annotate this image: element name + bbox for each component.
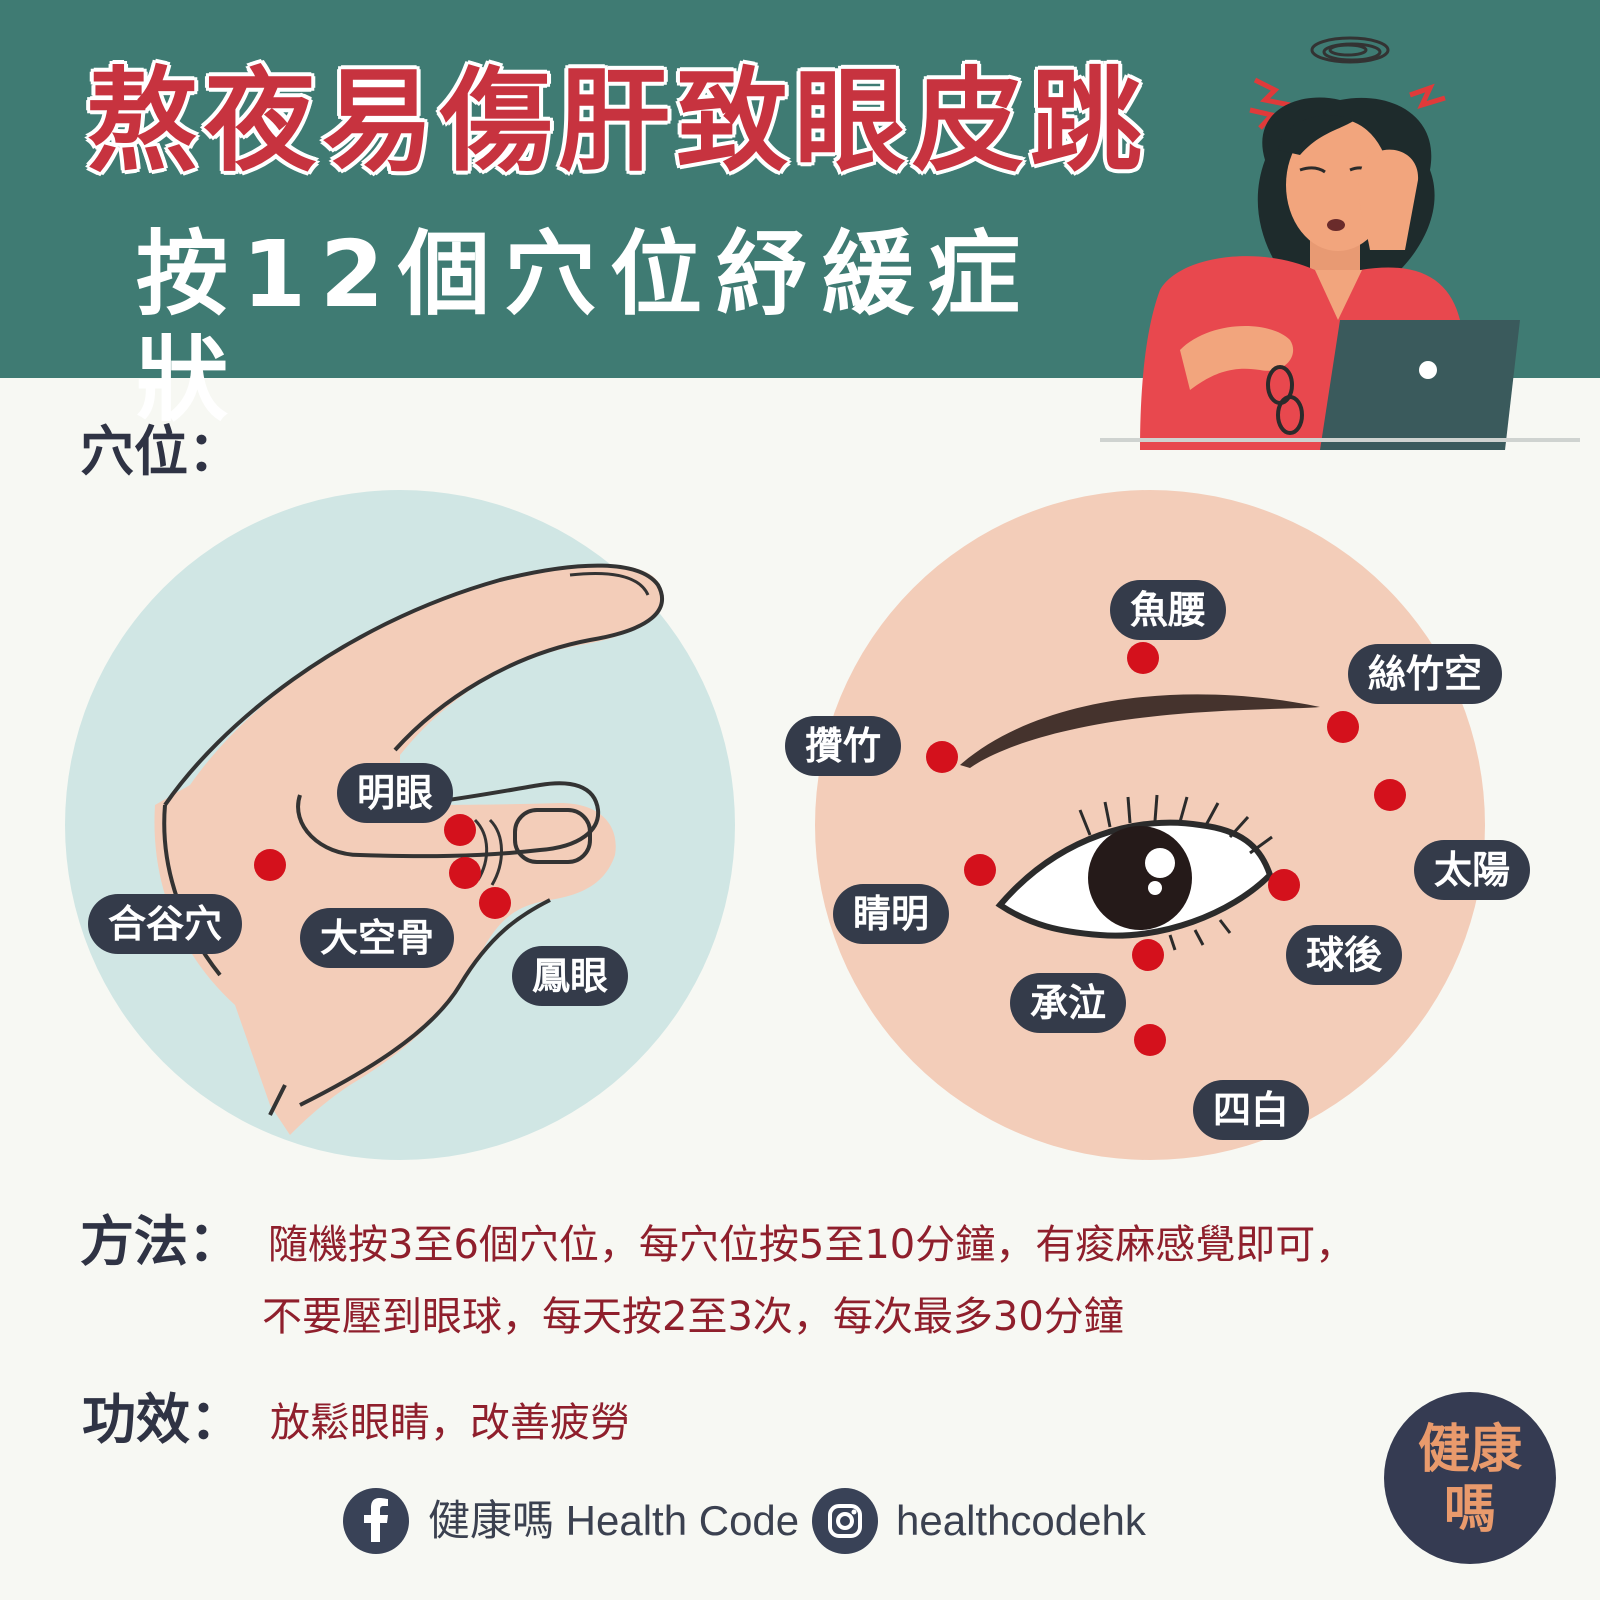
label-taiyang: 太陽 — [1414, 840, 1531, 900]
acupoint-dot-sizhukong — [1327, 711, 1359, 743]
stress-spark-icon — [1249, 77, 1446, 130]
tired-woman-illustration — [1100, 36, 1580, 450]
label-chengqi: 承泣 — [1010, 973, 1127, 1033]
acupoint-dot-taiyang — [1374, 779, 1406, 811]
page-title: 熬夜易傷肝致眼皮跳 — [86, 57, 1148, 187]
method-text-line1: 隨機按3至6個穴位，每穴位按5至10分鐘，有痠麻感覺即可， — [268, 1222, 1356, 1268]
label-cuanzhu: 攢竹 — [785, 716, 902, 776]
method-text-line2: 不要壓到眼球，每天按2至3次，每次最多30分鐘 — [262, 1294, 1124, 1340]
hand-diagram — [65, 490, 735, 1160]
acupoint-dot-dakonggu — [449, 857, 481, 889]
facebook-page-name[interactable]: 健康嗎 Health Code — [428, 1497, 800, 1544]
effect-text: 放鬆眼睛，改善疲勞 — [270, 1400, 630, 1446]
label-sibai: 四白 — [1193, 1080, 1310, 1140]
label-yuyao: 魚腰 — [1110, 580, 1227, 640]
acupoint-dot-qiuhou — [1268, 869, 1300, 901]
method-heading: 方法： — [80, 1210, 242, 1273]
acupoint-dot-sibai — [1134, 1024, 1166, 1056]
effect-heading: 功效： — [82, 1388, 244, 1451]
label-jingming: 睛明 — [833, 884, 950, 944]
acupoint-dot-chengqi — [1132, 939, 1164, 971]
eyebrow-shape — [960, 694, 1320, 768]
acupoint-dot-hegu — [254, 849, 286, 881]
glasses-icon — [1266, 365, 1304, 435]
acupoint-dot-fengyan — [479, 887, 511, 919]
acupoints-heading: 穴位： — [80, 420, 242, 483]
page-subtitle: 按12個穴位紓緩症狀 — [136, 221, 1035, 434]
acupoint-dot-cuanzhu — [926, 741, 958, 773]
label-fengyan: 鳳眼 — [512, 946, 629, 1006]
instagram-handle[interactable]: healthcodehk — [896, 1497, 1146, 1544]
label-qiuhou: 球後 — [1286, 925, 1403, 985]
logo-line2: 嗎 — [1443, 1480, 1496, 1540]
label-dakonggu: 大空骨 — [300, 908, 455, 968]
acupoint-dot-mingyan — [444, 814, 476, 846]
label-hegu: 合谷穴 — [88, 894, 243, 954]
iris-shape — [1088, 826, 1192, 930]
label-sizhukong: 絲竹空 — [1348, 644, 1503, 704]
label-mingyan: 明眼 — [337, 763, 454, 823]
dizzy-swirl-icon — [1310, 36, 1390, 64]
eye-diagram — [815, 490, 1485, 1160]
acupoint-dot-jingming — [964, 854, 996, 886]
health-code-logo: 健康 嗎 — [1384, 1392, 1556, 1564]
logo-line1: 健康 — [1417, 1420, 1522, 1480]
facebook-icon[interactable] — [343, 1488, 409, 1554]
instagram-icon[interactable] — [812, 1488, 878, 1554]
acupoint-dot-yuyao — [1127, 642, 1159, 674]
